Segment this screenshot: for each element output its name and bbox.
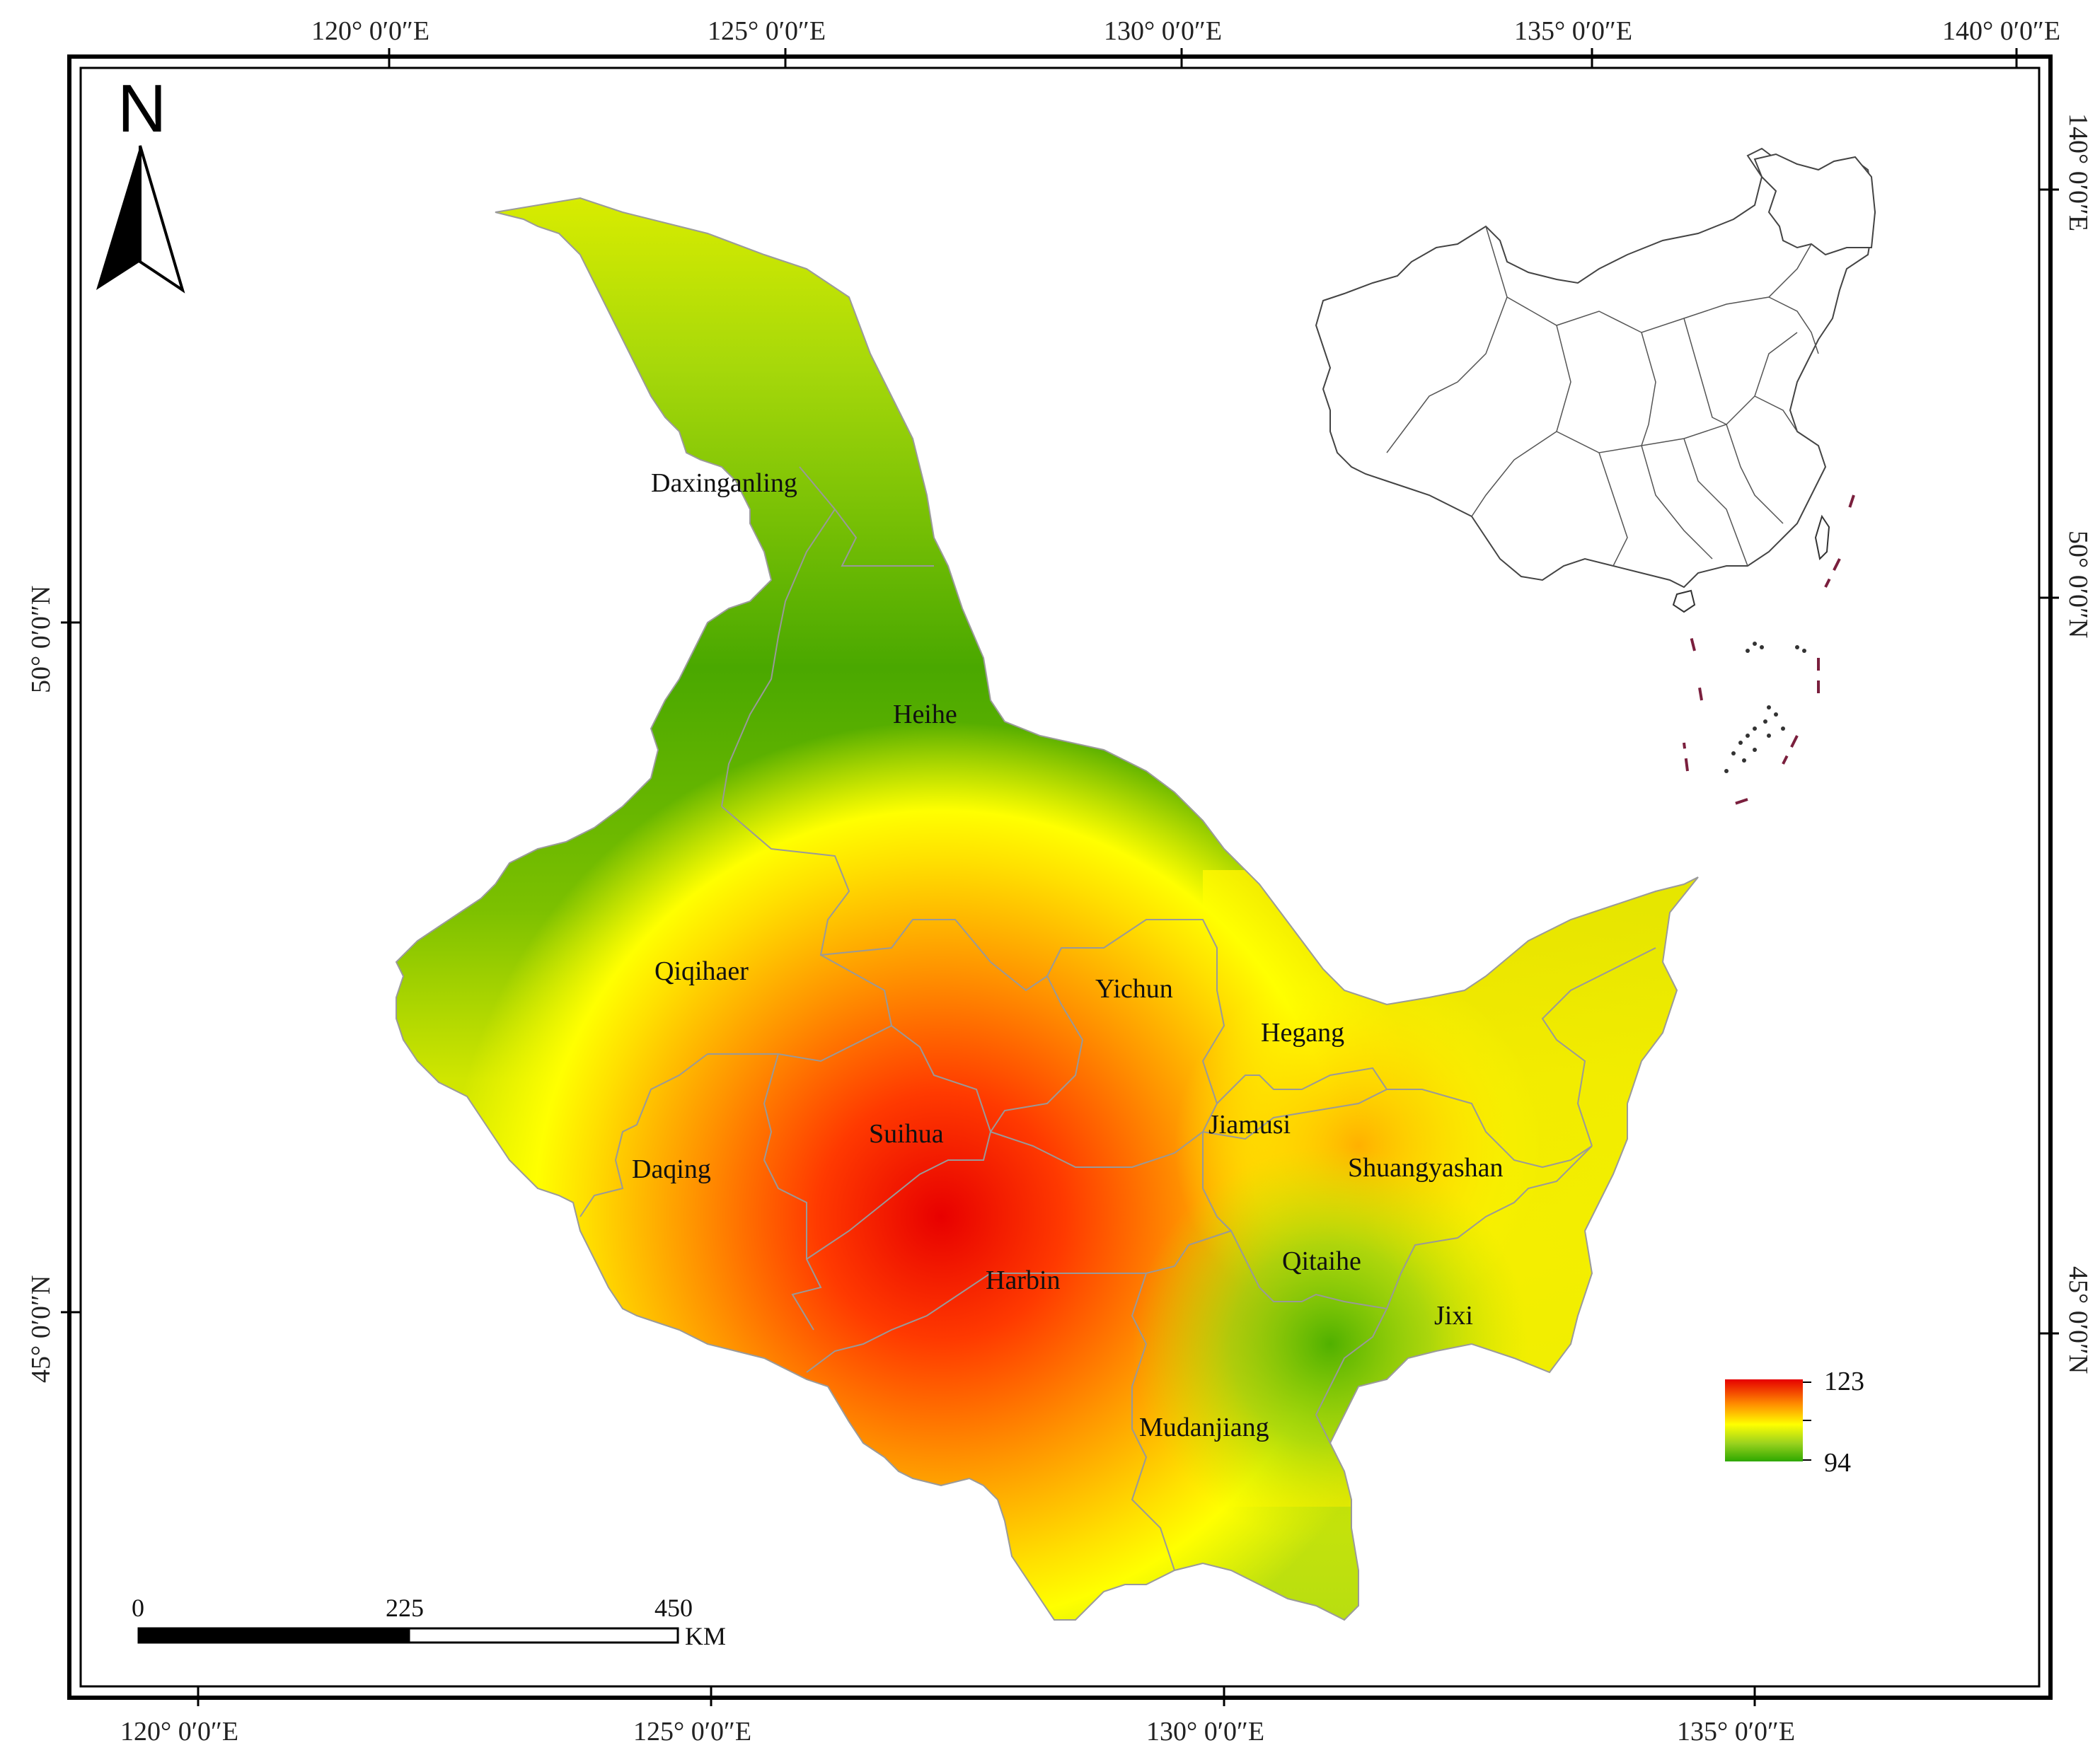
hainan-island <box>1672 589 1696 613</box>
right-tick-label: 45° 0′0″N <box>2063 1266 2093 1374</box>
nine-dash-line <box>1690 636 1696 651</box>
city-label-jixi: Jixi <box>1434 1301 1473 1331</box>
bottom-tick-label: 125° 0′0″E <box>633 1717 751 1747</box>
city-label-qiqihaer: Qiqihaer <box>654 956 749 986</box>
scale-unit: KM <box>685 1622 726 1650</box>
top-tick-label: 120° 0′0″E <box>311 16 429 46</box>
scale-label-225: 225 <box>386 1594 424 1622</box>
nine-dash-line <box>1697 678 1703 701</box>
city-label-mudanjiang: Mudanjiang <box>1139 1413 1269 1442</box>
right-tick-label: 50° 0′0″N <box>2063 531 2093 638</box>
top-tick-label: 135° 0′0″E <box>1514 16 1632 46</box>
nine-dash-line <box>1845 494 1855 517</box>
city-labels: Daxinganling Heihe Qiqihaer Yichun Hegan… <box>632 468 1504 1442</box>
city-label-yichun: Yichun <box>1095 974 1173 1004</box>
city-label-heihe: Heihe <box>893 700 957 729</box>
heilongjiang-inset-highlight <box>1753 153 1876 256</box>
top-tick-label: 125° 0′0″E <box>708 16 826 46</box>
nine-dash-line <box>1824 558 1841 588</box>
nine-dash-line <box>1782 735 1799 765</box>
city-label-jiamusi: Jiamusi <box>1208 1110 1291 1140</box>
top-tick-label: 140° 0′0″E <box>1942 16 2060 46</box>
north-arrow-left-half-icon <box>96 146 140 290</box>
city-label-harbin: Harbin <box>986 1265 1061 1295</box>
city-label-daqing: Daqing <box>632 1154 711 1184</box>
province-outline <box>395 197 1699 1621</box>
city-label-shuangyashan: Shuangyashan <box>1348 1153 1504 1183</box>
china-outline <box>1315 147 1876 589</box>
bottom-tick-label: 120° 0′0″E <box>120 1717 238 1747</box>
graticule-bottom: 120° 0′0″E 125° 0′0″E 130° 0′0″E 135° 0′… <box>120 1686 1795 1747</box>
north-arrow-right-half-icon <box>139 145 185 294</box>
bottom-tick-label: 135° 0′0″E <box>1677 1717 1795 1747</box>
north-arrow-label: N <box>117 71 166 146</box>
district-borders <box>579 466 1656 1571</box>
city-label-qitaihe: Qitaihe <box>1282 1246 1361 1276</box>
china-inset-map <box>1315 147 1876 808</box>
legend-color-ramp <box>1725 1379 1803 1461</box>
map-frame-outer <box>67 54 2053 1700</box>
legend-max-label: 123 <box>1824 1367 1864 1396</box>
city-label-hegang: Hegang <box>1261 1018 1344 1048</box>
scale-label-450: 450 <box>654 1594 693 1622</box>
left-tick-label: 45° 0′0″N <box>26 1275 56 1383</box>
right-tick-label: 140° 0′0″E <box>2063 113 2093 231</box>
scale-label-0: 0 <box>132 1594 144 1622</box>
city-label-suihua: Suihua <box>869 1119 944 1149</box>
taiwan-island <box>1814 514 1830 561</box>
north-arrow: N <box>96 71 185 294</box>
scale-bar: 0 225 450 KM <box>132 1594 726 1650</box>
legend: 123 94 <box>1725 1367 1864 1478</box>
nine-dash-line <box>1683 742 1689 772</box>
city-label-daxinganling: Daxinganling <box>651 468 797 498</box>
map-frame-inner <box>79 66 2041 1688</box>
graticule-left: 50° 0′0″N 45° 0′0″N <box>26 586 81 1383</box>
scs-islands <box>1724 642 1806 773</box>
left-tick-label: 50° 0′0″N <box>26 586 56 693</box>
bottom-tick-label: 130° 0′0″E <box>1146 1717 1264 1747</box>
legend-min-label: 94 <box>1824 1448 1851 1478</box>
graticule-top: 120° 0′0″E 125° 0′0″E 130° 0′0″E 135° 0′… <box>311 16 2060 68</box>
top-tick-label: 130° 0′0″E <box>1104 16 1222 46</box>
nine-dash-line <box>1726 798 1748 808</box>
graticule-right: 140° 0′0″E 50° 0′0″N 45° 0′0″N <box>2039 113 2093 1374</box>
